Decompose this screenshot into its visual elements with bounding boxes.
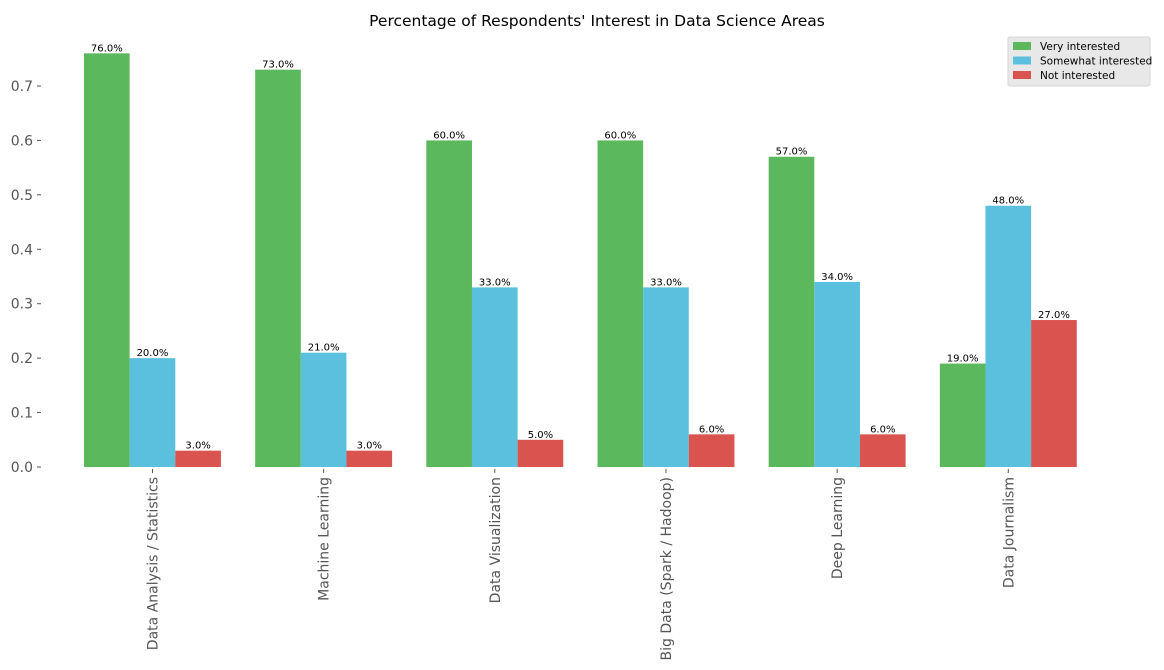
y-tick-label: 0.5 xyxy=(11,188,33,204)
data-label: 57.0% xyxy=(776,147,808,158)
bar-somewhat-interested xyxy=(129,358,176,467)
data-label: 6.0% xyxy=(870,424,895,435)
y-axis: 0.0 0.1 0.2 0.3 0.4 0.5 0.6 0.7 xyxy=(11,79,41,476)
bar-somewhat-interested xyxy=(643,287,689,467)
bar-somewhat-interested xyxy=(814,281,860,467)
bar-somewhat-interested xyxy=(985,205,1032,467)
y-tick-label: 0.4 xyxy=(11,242,33,258)
data-label: 60.0% xyxy=(433,130,465,141)
bar-not-interested xyxy=(175,450,221,467)
bar-not-interested xyxy=(346,450,393,467)
data-label: 3.0% xyxy=(357,441,382,452)
bar-not-interested xyxy=(1031,320,1077,467)
data-label: 48.0% xyxy=(992,196,1024,207)
data-label: 76.0% xyxy=(91,43,123,54)
data-label: 33.0% xyxy=(650,277,682,288)
data-label: 20.0% xyxy=(137,348,169,359)
data-label: 21.0% xyxy=(308,343,340,354)
y-tick-label: 0.3 xyxy=(11,297,33,313)
data-label: 5.0% xyxy=(528,430,553,441)
bar-very-interested xyxy=(597,140,644,467)
data-label: 60.0% xyxy=(604,130,636,141)
x-tick-label: Data Visualization xyxy=(488,477,504,603)
data-label: 33.0% xyxy=(479,277,511,288)
legend-swatch xyxy=(1013,42,1031,50)
bar-very-interested xyxy=(426,140,472,467)
y-tick-label: 0.6 xyxy=(11,133,33,149)
bar-somewhat-interested xyxy=(300,352,347,467)
bars-group: 76.0% 20.0% 3.0% 73.0% 21.0% 3.0% 60.0% 33.0% 5.… xyxy=(84,43,1077,468)
data-label: 34.0% xyxy=(821,272,853,283)
bar-very-interested xyxy=(939,363,986,467)
bar-very-interested xyxy=(84,53,130,468)
chart-title: Percentage of Respondents' Interest in D… xyxy=(369,12,825,30)
data-label: 19.0% xyxy=(947,354,979,365)
bar-not-interested xyxy=(859,434,906,467)
x-tick-label: Data Analysis / Statistics xyxy=(145,477,161,650)
data-label: 27.0% xyxy=(1038,310,1070,321)
bar-very-interested xyxy=(768,156,815,468)
bar-somewhat-interested xyxy=(471,287,518,467)
x-axis: Data Analysis / Statistics Machine Learni… xyxy=(145,469,1017,660)
bar-not-interested xyxy=(517,439,564,467)
legend-label: Somewhat interested xyxy=(1040,56,1152,68)
x-tick-label: Data Journalism xyxy=(1001,477,1017,588)
legend: Very interested Somewhat interested Not in… xyxy=(1007,36,1152,87)
data-label: 3.0% xyxy=(185,441,210,452)
x-tick-label: Deep Learning xyxy=(830,477,846,579)
y-tick-label: 0.1 xyxy=(11,406,33,422)
legend-swatch xyxy=(1013,56,1031,65)
bar-not-interested xyxy=(688,434,735,467)
data-label: 6.0% xyxy=(699,424,724,435)
y-tick-label: 0.7 xyxy=(11,79,33,95)
data-label: 73.0% xyxy=(262,60,294,71)
bar-very-interested xyxy=(255,69,301,467)
legend-swatch xyxy=(1013,71,1031,79)
y-tick-label: 0.0 xyxy=(11,460,33,476)
legend-label: Very interested xyxy=(1040,41,1120,53)
x-tick-label: Big Data (Spark / Hadoop) xyxy=(659,477,675,660)
x-tick-label: Machine Learning xyxy=(317,477,333,601)
y-tick-label: 0.2 xyxy=(11,351,33,367)
legend-box xyxy=(1007,36,1151,87)
legend-label: Not interested xyxy=(1040,70,1115,82)
